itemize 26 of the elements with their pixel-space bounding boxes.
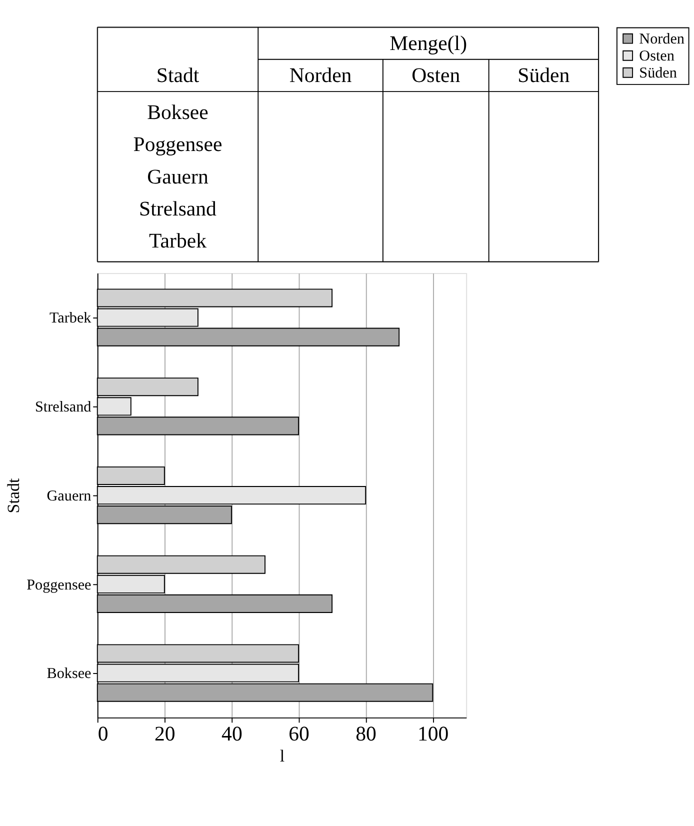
y-tick-label: Poggensee	[26, 577, 92, 594]
y-axis-title: Stadt	[4, 478, 23, 514]
y-tick-label: Tarbek	[50, 310, 92, 327]
x-tick-label: 40	[222, 722, 242, 746]
x-tick-label: 100	[417, 722, 449, 746]
x-tick-label: 80	[356, 722, 376, 746]
legend-label: Norden	[639, 31, 685, 48]
text: Stadt	[156, 64, 200, 88]
y-tick-label: Boksee	[46, 666, 92, 682]
text: Menge(l)	[390, 32, 468, 55]
category-label: Boksee	[147, 100, 208, 124]
x-tick-label: 0	[98, 722, 108, 746]
legend-label: Osten	[639, 48, 675, 64]
x-tick-label: 60	[288, 722, 310, 746]
y-tick-label: Gauern	[46, 488, 92, 504]
legend-label: Süden	[639, 65, 678, 82]
y-tick-label: Strelsand	[35, 400, 92, 416]
category-label: Poggensee	[133, 133, 222, 156]
category-label: Tarbek	[149, 230, 206, 253]
x-tick-label: 20	[154, 722, 176, 746]
x-axis-title: l	[280, 746, 285, 766]
category-label: Strelsand	[139, 197, 216, 220]
category-label: Norden	[289, 64, 352, 88]
category-label: Gauern	[147, 165, 208, 188]
category-label: Osten	[412, 64, 461, 88]
category-label: Süden	[518, 64, 570, 88]
